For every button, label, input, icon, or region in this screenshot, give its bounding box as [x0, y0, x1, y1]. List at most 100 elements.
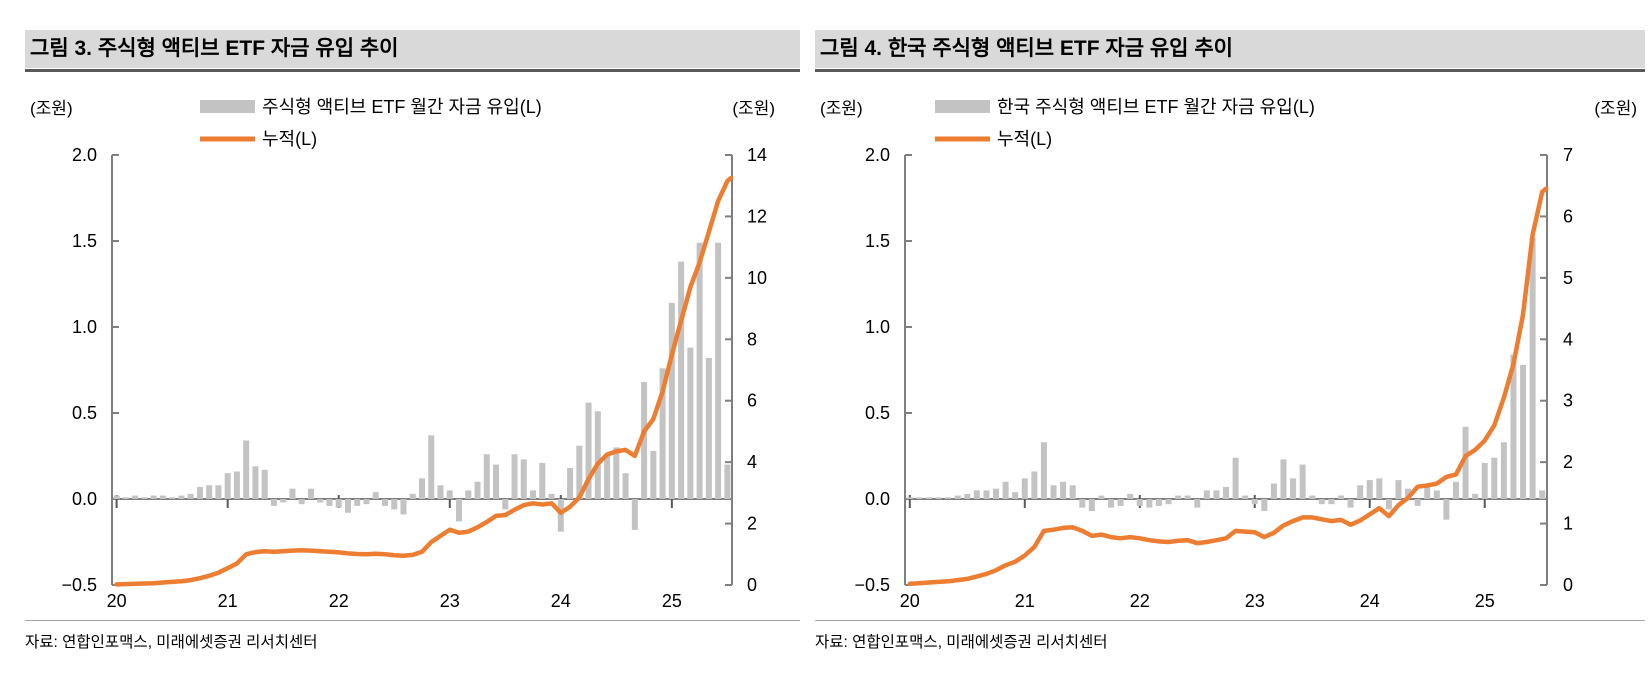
- x-axis-year-label: 22: [1130, 591, 1150, 611]
- bar: [206, 485, 213, 499]
- bar: [1127, 493, 1134, 499]
- bar: [539, 462, 546, 499]
- cumulative-line: [907, 186, 1549, 587]
- bar: [1213, 490, 1220, 499]
- figure-3-panel: 그림 3. 주식형 액티브 ETF 자금 유입 추이 (조원) (조원) 주식형 액…: [25, 30, 800, 651]
- bar: [1433, 490, 1440, 499]
- bar: [1270, 483, 1277, 499]
- bar: [687, 347, 694, 499]
- bar: [1031, 471, 1038, 499]
- bar: [1136, 499, 1143, 506]
- bar: [613, 447, 620, 499]
- bar: [916, 497, 923, 499]
- bar: [1002, 481, 1009, 499]
- bar: [1539, 490, 1546, 499]
- bar: [335, 499, 342, 508]
- bar: [1328, 499, 1335, 505]
- x-axis-year-label: 25: [662, 591, 682, 611]
- left-axis-unit-label: (조원): [30, 99, 73, 118]
- right-axis-tick-label: 1: [1563, 514, 1573, 534]
- bar: [178, 495, 185, 499]
- legend-bar-swatch: [200, 100, 255, 113]
- right-axis-tick-label: 14: [747, 145, 767, 165]
- bar: [363, 499, 370, 505]
- left-axis-tick-label: 0.5: [865, 403, 890, 423]
- x-axis-year-label: 20: [900, 591, 920, 611]
- left-axis-tick-label: 0.0: [72, 489, 97, 509]
- bar: [631, 499, 638, 530]
- figure-4-title: 그림 4. 한국 주식형 액티브 ETF 자금 유입 추이: [815, 30, 1645, 68]
- right-axis-tick-label: 5: [1563, 268, 1573, 288]
- bar: [372, 492, 379, 499]
- bar: [307, 488, 314, 499]
- bar: [1280, 459, 1287, 499]
- bar: [493, 464, 500, 499]
- bar: [1194, 499, 1201, 508]
- right-axis-tick-label: 4: [747, 452, 757, 472]
- bar: [1443, 499, 1450, 520]
- x-axis-year-label: 25: [1475, 591, 1495, 611]
- bar: [252, 466, 259, 499]
- bar: [1175, 495, 1182, 499]
- bar: [650, 450, 657, 499]
- right-axis-unit-label: (조원): [732, 99, 775, 118]
- bar: [1481, 462, 1488, 499]
- bar: [1309, 495, 1316, 499]
- right-axis-tick-label: 12: [747, 206, 767, 226]
- monthly-inflow-bars: [113, 242, 731, 532]
- bar: [446, 490, 453, 499]
- bar: [298, 499, 305, 505]
- figure-3-title-underline: [25, 69, 800, 72]
- bar: [1108, 499, 1115, 508]
- bar: [224, 473, 231, 499]
- right-axis-tick-label: 0: [747, 575, 757, 595]
- right-axis-tick-label: 3: [1563, 391, 1573, 411]
- bar: [1491, 457, 1498, 499]
- bar: [1079, 499, 1086, 508]
- bar: [530, 490, 537, 499]
- bar: [1040, 442, 1047, 499]
- figure-4-title-underline: [815, 69, 1645, 72]
- bar: [1424, 485, 1431, 499]
- bar: [705, 357, 712, 499]
- bar: [641, 382, 648, 499]
- bar: [1232, 457, 1239, 499]
- monthly-inflow-bars: [906, 237, 1546, 520]
- bar: [243, 440, 250, 499]
- bar: [1155, 499, 1162, 506]
- axes: [111, 155, 733, 585]
- bar: [1261, 499, 1268, 512]
- x-axis-year-label: 23: [1245, 591, 1265, 611]
- bar: [622, 473, 629, 499]
- left-axis-unit-label: (조원): [820, 99, 863, 118]
- left-axis-tick-label: 1.5: [72, 231, 97, 251]
- bar: [659, 368, 666, 499]
- bar: [594, 411, 601, 499]
- right-axis-tick-label: 2: [1563, 452, 1573, 472]
- bar: [280, 499, 287, 503]
- bar: [483, 454, 490, 499]
- left-axis-tick-label: 0.0: [865, 489, 890, 509]
- right-axis-tick-label: 10: [747, 268, 767, 288]
- bar: [935, 497, 942, 499]
- x-axis-year-label: 24: [551, 591, 571, 611]
- bar: [973, 490, 980, 499]
- bar: [381, 499, 388, 506]
- bar: [724, 464, 731, 499]
- bar: [465, 490, 472, 499]
- x-axis-year-label: 22: [329, 591, 349, 611]
- bar: [326, 499, 333, 506]
- bar: [906, 497, 913, 499]
- figure-4-chart: (조원) (조원) 한국 주식형 액티브 ETF 월간 자금 유입(L) 누적(L) 2…: [820, 97, 1637, 611]
- bar: [1510, 354, 1517, 499]
- bar: [1299, 464, 1306, 499]
- bar: [678, 261, 685, 499]
- bar: [1395, 480, 1402, 499]
- bar: [169, 497, 176, 499]
- bar: [1376, 478, 1383, 499]
- bar: [400, 499, 407, 515]
- bar: [1184, 495, 1191, 499]
- left-axis-tick-label: 1.0: [72, 317, 97, 337]
- left-axis-tick-label: 1.0: [865, 317, 890, 337]
- bar: [317, 499, 324, 503]
